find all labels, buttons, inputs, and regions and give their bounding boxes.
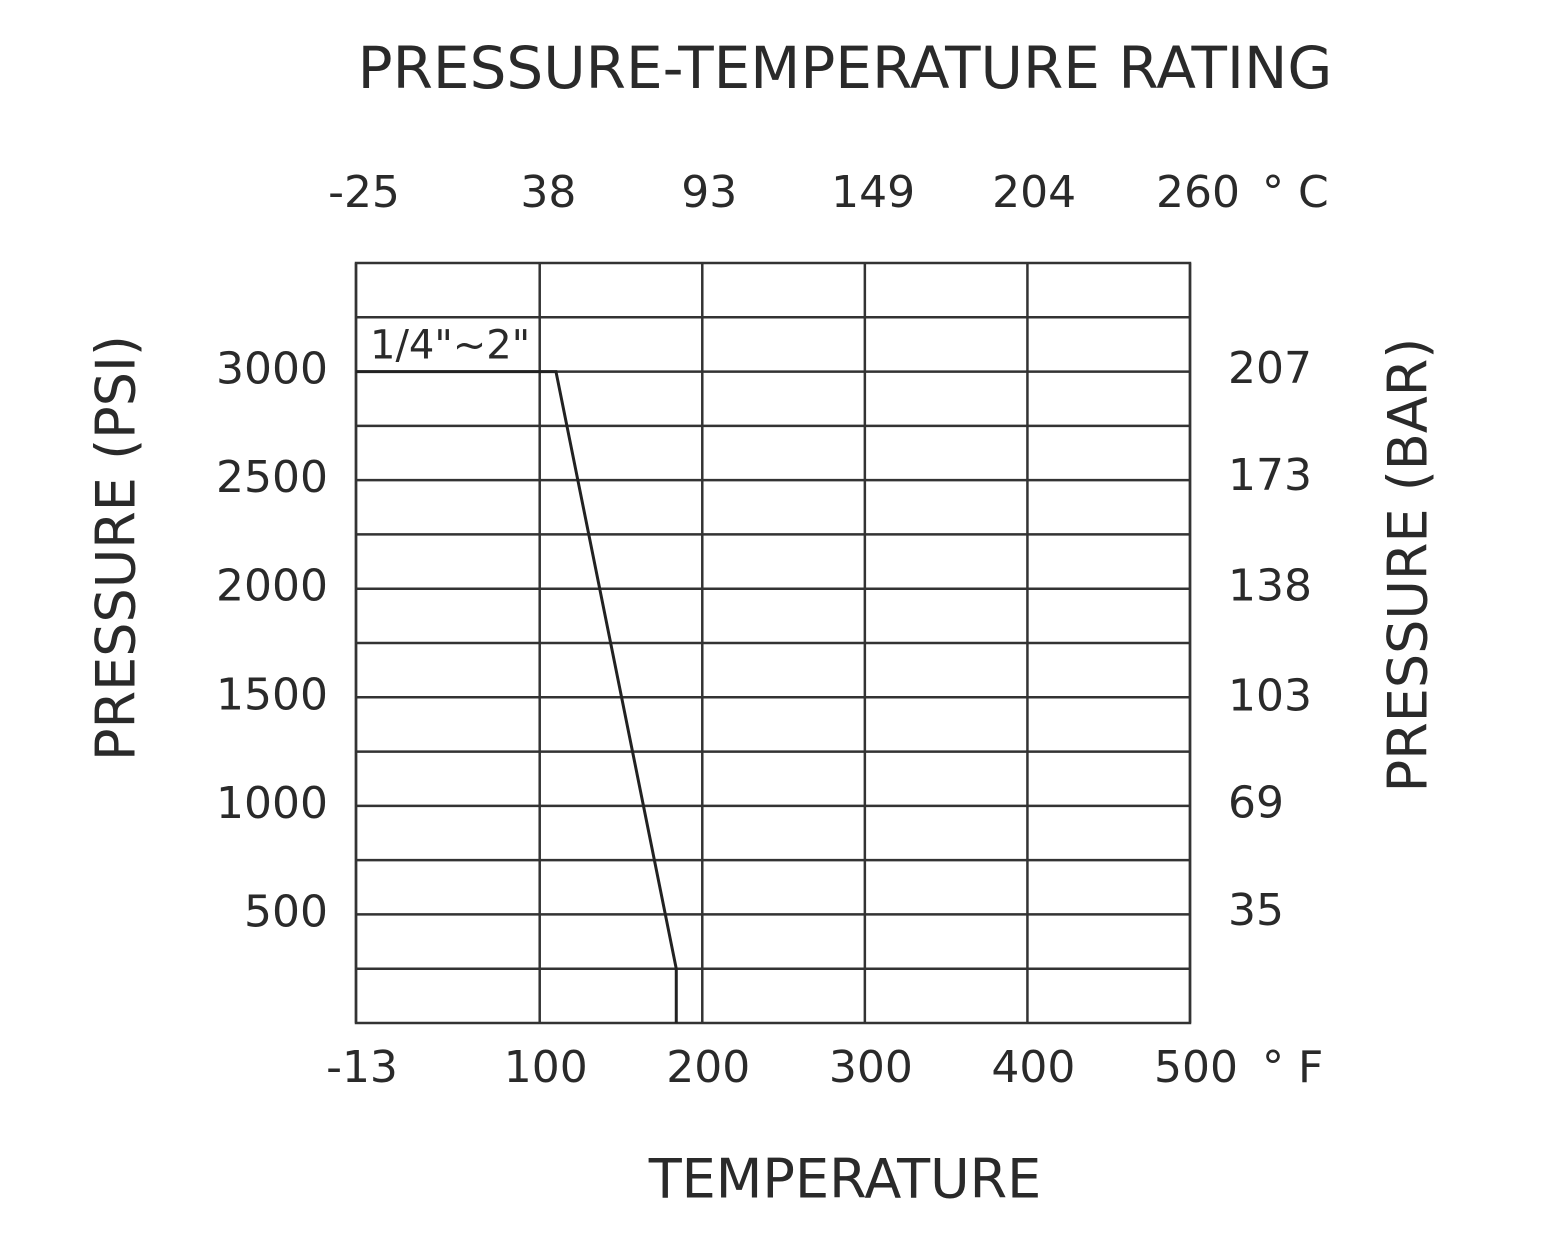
x2-tick-label: -25 bbox=[328, 167, 400, 218]
y2-tick-label: 103 bbox=[1228, 671, 1312, 722]
series-label: 1/4"~2" bbox=[370, 323, 530, 369]
x-tick-label: 100 bbox=[504, 1042, 588, 1093]
chart-title: PRESSURE-TEMPERATURE RATING bbox=[358, 34, 1333, 102]
y2-tick-label: 69 bbox=[1228, 778, 1284, 829]
y2-tick-label: 138 bbox=[1228, 560, 1312, 611]
plot-border bbox=[354, 261, 1192, 1025]
x-unit: ° F bbox=[1262, 1042, 1323, 1093]
x2-tick-label: 93 bbox=[681, 167, 737, 218]
x2-unit: ° C bbox=[1262, 167, 1329, 218]
x-tick-label: 500 bbox=[1154, 1042, 1238, 1093]
x-tick-label: -13 bbox=[326, 1042, 398, 1093]
x-tick-label: 300 bbox=[829, 1042, 913, 1093]
x2-tick-label: 260 bbox=[1156, 167, 1240, 218]
y-tick-label: 500 bbox=[244, 886, 328, 937]
y-tick-label: 1500 bbox=[216, 669, 328, 720]
x2-tick-label: 38 bbox=[520, 167, 576, 218]
x-tick-label: 200 bbox=[666, 1042, 750, 1093]
y-tick-label: 2000 bbox=[216, 561, 328, 612]
y-tick-label: 1000 bbox=[216, 778, 328, 829]
y-axis-label: PRESSURE (PSI) bbox=[85, 335, 148, 761]
x2-tick-label: 204 bbox=[992, 167, 1076, 218]
rating-line bbox=[356, 370, 678, 1023]
y2-tick-label: 35 bbox=[1228, 885, 1284, 936]
y2-tick-label: 207 bbox=[1228, 343, 1312, 394]
y-tick-label: 2500 bbox=[216, 452, 328, 503]
y2-tick-label: 173 bbox=[1228, 450, 1312, 501]
x-axis-label: TEMPERATURE bbox=[648, 1148, 1042, 1211]
x-tick-label: 400 bbox=[991, 1042, 1075, 1093]
x2-tick-label: 149 bbox=[831, 167, 915, 218]
y-tick-label: 3000 bbox=[216, 344, 328, 395]
y2-axis-label: PRESSURE (BAR) bbox=[1377, 338, 1440, 793]
